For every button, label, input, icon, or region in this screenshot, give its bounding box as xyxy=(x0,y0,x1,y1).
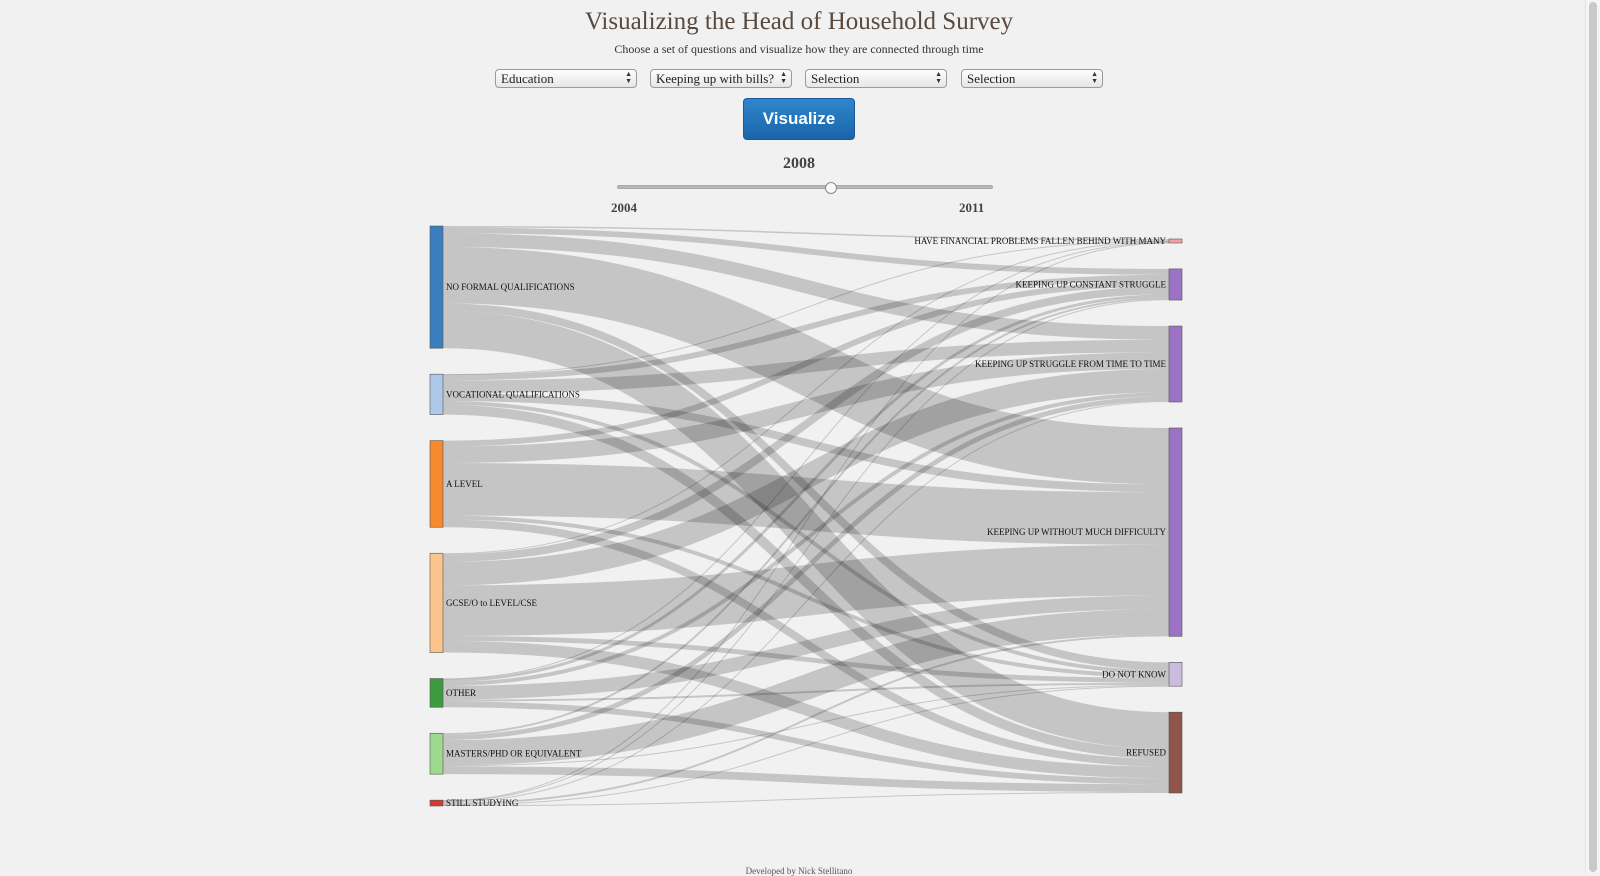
sankey-link xyxy=(442,701,1170,785)
sankey-node-label: STILL STUDYING xyxy=(446,798,519,808)
start-year-label: 2004 xyxy=(611,200,637,215)
sankey-link xyxy=(442,274,1170,381)
sankey-link xyxy=(442,684,1170,767)
sankey-link xyxy=(442,242,1170,802)
sankey-link xyxy=(442,595,1170,700)
sankey-link xyxy=(442,519,1170,767)
sankey-node xyxy=(1168,662,1183,687)
sankey-node xyxy=(1168,325,1183,403)
sankey-link xyxy=(442,241,1170,680)
sankey-node xyxy=(429,552,444,653)
sankey-link xyxy=(442,311,1170,750)
sankey-link xyxy=(442,352,1170,463)
sankey-node xyxy=(429,225,444,349)
sankey-link xyxy=(442,246,1170,485)
sankey-link xyxy=(442,225,1170,241)
sankey-link xyxy=(442,393,1170,493)
sankey-link xyxy=(442,462,1170,545)
footer-credit: Developed by Nick Stellitano xyxy=(745,866,853,876)
page-subtitle: Choose a set of questions and visualize … xyxy=(614,42,984,56)
sankey-node-label: KEEPING UP CONSTANT STRUGGLE xyxy=(1015,279,1166,289)
sankey-link xyxy=(442,240,1170,555)
question-select-3-value: Selection xyxy=(811,71,860,86)
scrollbar-thumb[interactable] xyxy=(1589,2,1597,872)
sankey-link xyxy=(442,339,1170,394)
select-arrows-icon: ▲ ▼ xyxy=(935,70,942,85)
sankey-node-label: HAVE FINANCIAL PROBLEMS FALLEN BEHIND WI… xyxy=(914,236,1166,246)
sankey-node xyxy=(1168,268,1183,301)
sankey-node xyxy=(429,678,444,708)
sankey-link xyxy=(442,792,1170,807)
question-select-2-value: Keeping up with bills? xyxy=(656,71,775,86)
sankey-node xyxy=(429,440,444,528)
sankey-node xyxy=(429,799,444,807)
sankey-link xyxy=(442,294,1170,682)
sankey-link xyxy=(442,233,1170,340)
sankey-link xyxy=(442,682,1170,702)
sankey-link xyxy=(442,286,1170,563)
question-select-3[interactable]: Selection ▲ ▼ xyxy=(805,69,947,88)
end-year-label: 2011 xyxy=(959,200,985,215)
sankey-link xyxy=(442,404,1170,759)
scrollbar-track[interactable] xyxy=(1585,0,1600,873)
sankey-link xyxy=(442,515,1170,678)
sankey-link xyxy=(442,640,1170,779)
question-select-4-value: Selection xyxy=(967,71,1016,86)
sankey-link xyxy=(442,240,1170,376)
sankey-node-label: DO NOT KNOW xyxy=(1102,669,1166,679)
sankey-link xyxy=(442,303,1170,671)
page-title: Visualizing the Head of Household Survey xyxy=(584,8,1014,35)
question-select-2[interactable]: Keeping up with bills? ▲ ▼ xyxy=(650,69,792,88)
sankey-node xyxy=(429,732,444,775)
sankey-node-label: OTHER xyxy=(446,688,476,698)
sankey-link xyxy=(442,635,1170,683)
sankey-link xyxy=(442,297,1170,736)
sankey-node xyxy=(1168,711,1183,794)
question-select-1[interactable]: Education ▲ ▼ xyxy=(495,69,637,88)
sankey-link xyxy=(442,634,1170,805)
sankey-node-label: GCSE/O to LEVEL/CSE xyxy=(446,598,538,608)
sankey-node-label: REFUSED xyxy=(1126,748,1167,758)
sankey-link xyxy=(442,368,1170,586)
sankey-node-label: A LEVEL xyxy=(446,479,483,489)
current-year-label: 2008 xyxy=(783,155,815,172)
sankey-link xyxy=(442,299,1170,802)
sankey-link xyxy=(442,766,1170,793)
year-slider-track[interactable] xyxy=(617,185,993,189)
sankey-node-label: NO FORMAL QUALIFICATIONS xyxy=(446,282,575,292)
select-arrows-icon: ▲ ▼ xyxy=(625,70,632,85)
sankey-link xyxy=(442,544,1170,636)
sankey-link xyxy=(442,280,1170,447)
select-arrows-icon: ▲ ▼ xyxy=(780,70,787,85)
sankey-node-label: KEEPING UP WITHOUT MUCH DIFFICULTY xyxy=(987,527,1167,537)
question-select-4[interactable]: Selection ▲ ▼ xyxy=(961,69,1103,88)
year-slider-thumb[interactable] xyxy=(825,182,838,194)
sankey-node xyxy=(429,373,444,415)
sankey-link xyxy=(442,396,1170,741)
sankey-link xyxy=(442,685,1170,806)
sankey-node-label: VOCATIONAL QUALIFICATIONS xyxy=(446,389,580,399)
sankey-link xyxy=(442,609,1170,766)
select-arrows-icon: ▲ ▼ xyxy=(1091,70,1098,85)
sankey-node xyxy=(1168,238,1183,244)
question-select-1-value: Education xyxy=(501,71,554,86)
sankey-node-label: MASTERS/PHD OR EQUIVALENT xyxy=(446,749,582,759)
visualize-button[interactable]: Visualize xyxy=(743,98,855,140)
sankey-link xyxy=(442,227,1170,275)
sankey-node xyxy=(1168,427,1183,637)
sankey-link xyxy=(442,401,1170,803)
sankey-link xyxy=(442,392,1170,686)
sankey-link xyxy=(442,400,1170,675)
sankey-node-label: KEEPING UP STRUGGLE FROM TIME TO TIME xyxy=(975,359,1167,369)
